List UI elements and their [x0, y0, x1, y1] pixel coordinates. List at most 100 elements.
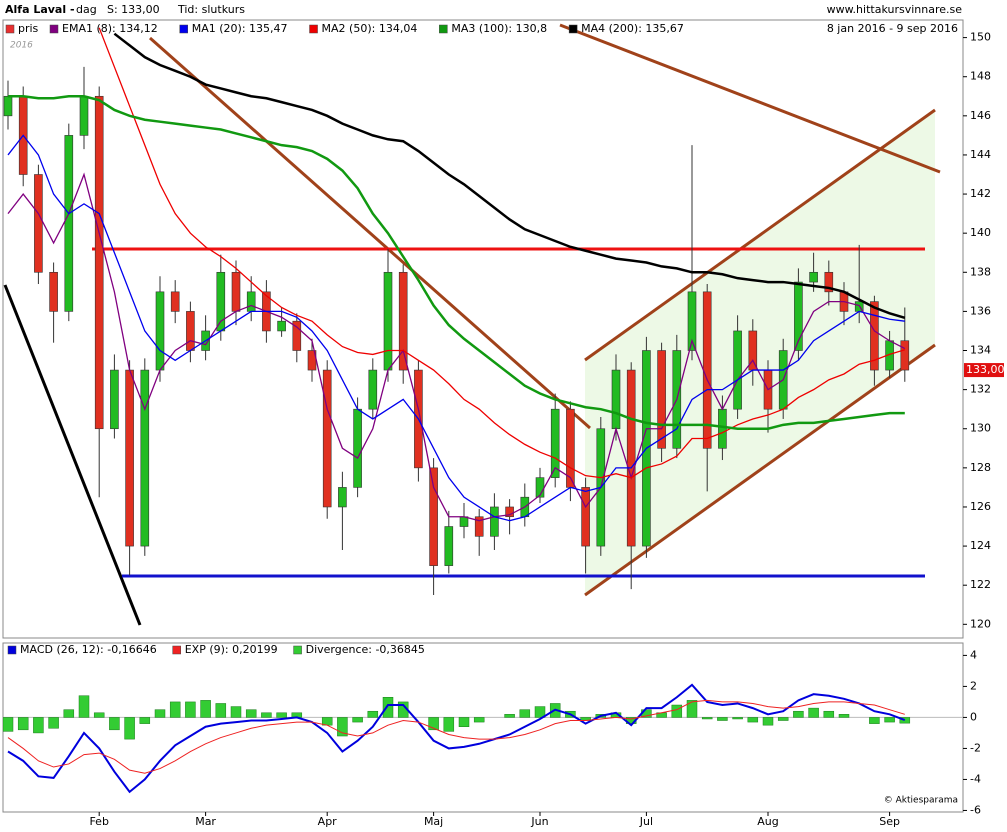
- candle-body: [277, 320, 286, 332]
- candle-body: [338, 487, 347, 508]
- divergence-bar: [747, 717, 759, 723]
- year: 2016: [10, 41, 33, 51]
- divergence-bar: [48, 717, 59, 729]
- y-tick-label: -2: [970, 741, 981, 754]
- y-tick-label: 150: [970, 31, 991, 44]
- divergence-bar: [17, 717, 29, 731]
- y-tick-label: -4: [970, 772, 981, 785]
- price-marks: [3, 27, 910, 595]
- divergence-bar: [382, 697, 394, 718]
- series-line: [7, 683, 906, 794]
- candle-body: [900, 340, 910, 371]
- legend-swatch: [7, 645, 17, 655]
- legend-label: MA1 (20): 135,47: [192, 22, 288, 35]
- series-line: [8, 95, 905, 430]
- x-tick-label: Sep: [879, 815, 900, 828]
- legend-swatch: [293, 645, 302, 655]
- divergence-bar: [3, 717, 14, 732]
- series-line: [7, 134, 905, 522]
- candle-body: [322, 369, 332, 508]
- candle-body: [94, 95, 104, 430]
- x-tick-label: Feb: [89, 815, 108, 828]
- x-tick-label: Jun: [530, 815, 548, 828]
- candle-body: [581, 487, 590, 547]
- y-tick-label: 130: [970, 422, 991, 435]
- series-line: [98, 27, 905, 479]
- y-tick-label: 134: [970, 344, 991, 357]
- candle-body: [398, 271, 408, 371]
- trend-line: [584, 343, 936, 597]
- candle-body: [110, 369, 119, 430]
- divergence-bar: [777, 717, 789, 721]
- candle-body: [490, 506, 499, 537]
- last-price: S: 133,00: [107, 3, 160, 16]
- legend-label: MACD (26, 12): -0,16646: [20, 643, 157, 656]
- divergence-bar: [473, 717, 485, 723]
- candle-body: [64, 135, 74, 312]
- divergence-bar: [230, 706, 242, 718]
- candle-body: [292, 320, 302, 351]
- channel-fill: [585, 110, 935, 595]
- divergence-bar: [701, 717, 713, 720]
- divergence-bar: [33, 717, 44, 734]
- date-range: 8 jan 2016 - 9 sep 2016: [827, 22, 958, 35]
- trend-line: [3, 284, 142, 626]
- divergence-bar: [169, 701, 181, 718]
- y-tick-label: 124: [970, 539, 991, 552]
- divergence-bar: [154, 709, 166, 718]
- candle-body: [170, 291, 180, 312]
- divergence-bar: [519, 709, 531, 718]
- y-tick-label: 142: [970, 187, 991, 200]
- trend-line: [559, 23, 941, 174]
- divergence-bar: [686, 700, 698, 718]
- divergence-bar: [185, 701, 196, 718]
- y-tick-label: 138: [970, 265, 991, 278]
- legend-label: EMA1 (8): 134,12: [62, 22, 158, 35]
- divergence-bar: [458, 717, 470, 727]
- y-tick-label: 132: [970, 383, 991, 396]
- divergence-bar: [534, 706, 546, 718]
- legend-swatch: [172, 645, 181, 655]
- legend-label: MA3 (100): 130,8: [451, 22, 547, 35]
- divergence-bar: [352, 717, 363, 723]
- trend-line: [584, 108, 936, 362]
- trend-line: [149, 36, 591, 430]
- divergence-bar: [671, 704, 683, 718]
- y-tick-label: 120: [970, 617, 991, 630]
- x-tick-label: Jul: [639, 815, 653, 828]
- y-tick-label: 136: [970, 304, 991, 317]
- divergence-bar: [443, 717, 455, 732]
- y-tick-label: 122: [970, 578, 991, 591]
- candle-body: [383, 271, 393, 371]
- candle-body: [368, 369, 378, 410]
- y-tick-label: 4: [970, 648, 977, 661]
- divergence-bar: [200, 700, 211, 718]
- divergence-bar: [717, 717, 728, 721]
- macd-panel: [2, 642, 964, 813]
- copyright: © Aktiesparama: [884, 796, 958, 806]
- legend-label: pris: [18, 22, 39, 35]
- divergence-bar: [808, 707, 819, 718]
- divergence-bar: [838, 714, 850, 718]
- series-line: [113, 32, 906, 320]
- divergence-bar: [428, 717, 439, 731]
- legend-swatch: [439, 24, 448, 34]
- legend-label: MA2 (50): 134,04: [322, 22, 418, 35]
- price-type: Tid: slutkurs: [177, 3, 245, 16]
- divergence-bar: [245, 709, 257, 718]
- candle-body: [186, 311, 195, 351]
- macd-marks: [3, 683, 963, 794]
- legend-swatch: [5, 24, 15, 34]
- divergence-bar: [139, 717, 151, 724]
- y-tick-label: 128: [970, 461, 991, 474]
- candle-body: [231, 271, 241, 312]
- legend-swatch: [49, 24, 59, 34]
- divergence-bar: [899, 717, 911, 724]
- divergence-bar: [823, 710, 835, 718]
- divergence-bar: [504, 714, 515, 718]
- divergence-bar: [276, 712, 287, 718]
- y-tick-label: 148: [970, 70, 991, 83]
- legend-label: Divergence: -0,36845: [306, 643, 425, 656]
